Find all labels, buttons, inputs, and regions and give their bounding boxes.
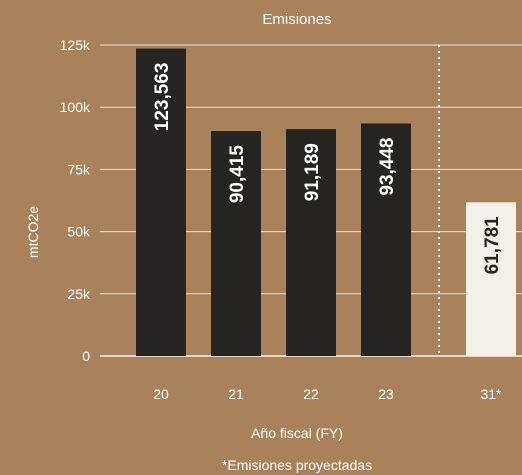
bar	[136, 48, 186, 356]
chart-title: Emisiones	[262, 11, 331, 28]
x-axis-ticks: 20 21 22 23 31*	[153, 386, 502, 402]
bar-value-label: 93,448	[377, 138, 398, 196]
bar-projected	[466, 202, 516, 356]
x-tick-label: 23	[378, 386, 394, 402]
y-tick-label: 25k	[67, 286, 91, 302]
y-tick-label: 100k	[60, 99, 91, 115]
footnote: *Emisiones proyectadas	[222, 457, 372, 473]
bar-value-label: 123,563	[152, 63, 173, 132]
bar-value-label: 61,781	[482, 216, 503, 275]
y-axis-title: mtCO2e	[25, 206, 41, 258]
bar	[361, 123, 411, 356]
bar-value-label: 91,189	[302, 143, 323, 201]
y-tick-label: 75k	[67, 161, 91, 177]
x-tick-label: 22	[303, 386, 319, 402]
y-tick-label: 0	[82, 348, 90, 364]
bar-value-label: 90,415	[227, 145, 248, 204]
y-axis-ticks: 0 25k 50k 75k 100k 125k	[60, 37, 91, 364]
bar	[211, 131, 261, 356]
bars: 123,563 90,415 91,189 93,448 61,781	[136, 48, 516, 356]
y-tick-label: 50k	[67, 224, 91, 240]
x-axis-title: Año fiscal (FY)	[251, 425, 343, 441]
x-tick-label: 21	[228, 386, 244, 402]
bar	[286, 129, 336, 356]
x-tick-label: 20	[153, 386, 169, 402]
x-tick-label: 31*	[480, 386, 502, 402]
y-tick-label: 125k	[60, 37, 91, 53]
